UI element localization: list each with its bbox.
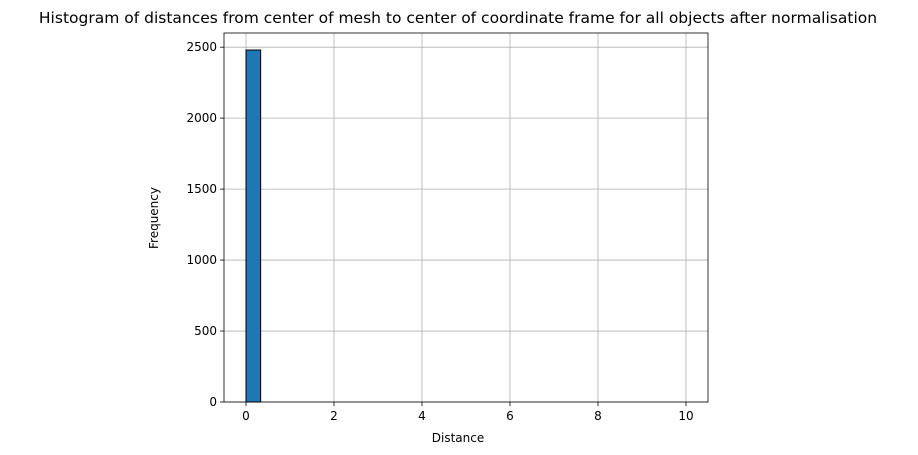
- plot-frame: [223, 32, 709, 403]
- y-axis-ticks: 0 500 1000 1500 2000 2500: [186, 40, 224, 409]
- histogram-bar: [245, 49, 262, 403]
- y-tick-label: 1000: [186, 253, 217, 267]
- x-axis-label: Distance: [432, 431, 484, 445]
- y-tick-label: 1500: [186, 182, 217, 196]
- x-tick-label: 4: [418, 409, 426, 423]
- grid-lines: [224, 33, 708, 403]
- x-tick-label: 10: [678, 409, 693, 423]
- x-tick-label: 2: [330, 409, 338, 423]
- y-tick-label: 500: [194, 324, 217, 338]
- x-axis-ticks: 0 2 4 6 8 10: [242, 402, 694, 423]
- x-tick-label: 6: [506, 409, 514, 423]
- chart-title: Histogram of distances from center of me…: [39, 9, 877, 27]
- y-tick-label: 2500: [186, 40, 217, 54]
- x-tick-label: 0: [242, 409, 250, 423]
- x-tick-label: 8: [594, 409, 602, 423]
- histogram-bars: [245, 49, 262, 403]
- y-tick-label: 2000: [186, 111, 217, 125]
- y-axis-label: Frequency: [147, 187, 161, 249]
- y-tick-label: 0: [209, 395, 217, 409]
